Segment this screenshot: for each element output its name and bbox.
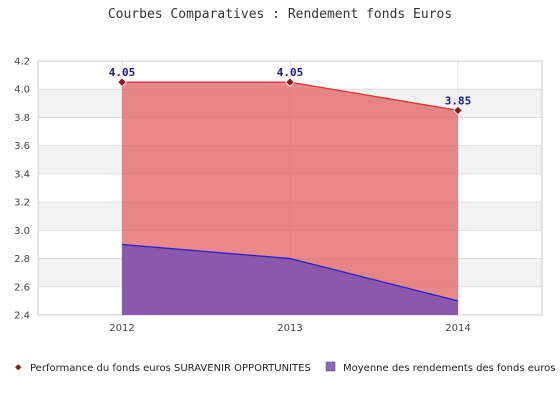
legend-marker-1 <box>15 364 22 371</box>
legend-label-1: Performance du fonds euros SURAVENIR OPP… <box>30 363 311 374</box>
chart-title: Courbes Comparatives : Rendement fonds E… <box>108 7 452 22</box>
x-tick-label: 2012 <box>109 323 134 334</box>
y-tick-label: 3.4 <box>14 169 30 180</box>
series-layer <box>117 77 463 316</box>
data-label: 4.05 <box>277 66 304 79</box>
data-point <box>117 77 127 87</box>
y-tick-label: 4.0 <box>14 85 30 96</box>
data-label: 3.85 <box>445 94 472 107</box>
y-tick-label: 3.6 <box>14 141 30 152</box>
y-tick-label: 2.8 <box>14 254 30 265</box>
y-tick-label: 3.8 <box>14 113 30 124</box>
y-tick-label: 3.2 <box>14 198 30 209</box>
series-line-2 <box>121 243 459 302</box>
label-layer: 4.05 4.05 3.85 <box>109 66 472 107</box>
legend-marker-2 <box>325 361 336 372</box>
y-tick-label: 3.0 <box>14 226 30 237</box>
data-point <box>453 105 463 116</box>
y-tick-label: 4.2 <box>14 57 30 68</box>
x-tick-label: 2013 <box>277 323 302 334</box>
data-point <box>285 77 295 87</box>
legend-label-2: Moyenne des rendements des fonds euros <box>343 363 555 374</box>
y-tick-label: 2.4 <box>14 311 30 322</box>
series-area-2 <box>122 244 458 315</box>
axis-layer: 2.4 2.6 2.8 3.0 3.2 3.4 3.6 3.8 4.0 4.2 2012 2013 20… <box>14 57 471 335</box>
x-tick-label: 2014 <box>445 323 470 334</box>
y-tick-label: 2.6 <box>14 282 30 293</box>
legend: Performance du fonds euros SURAVENIR OPP… <box>15 361 555 374</box>
data-label: 4.05 <box>109 66 136 79</box>
